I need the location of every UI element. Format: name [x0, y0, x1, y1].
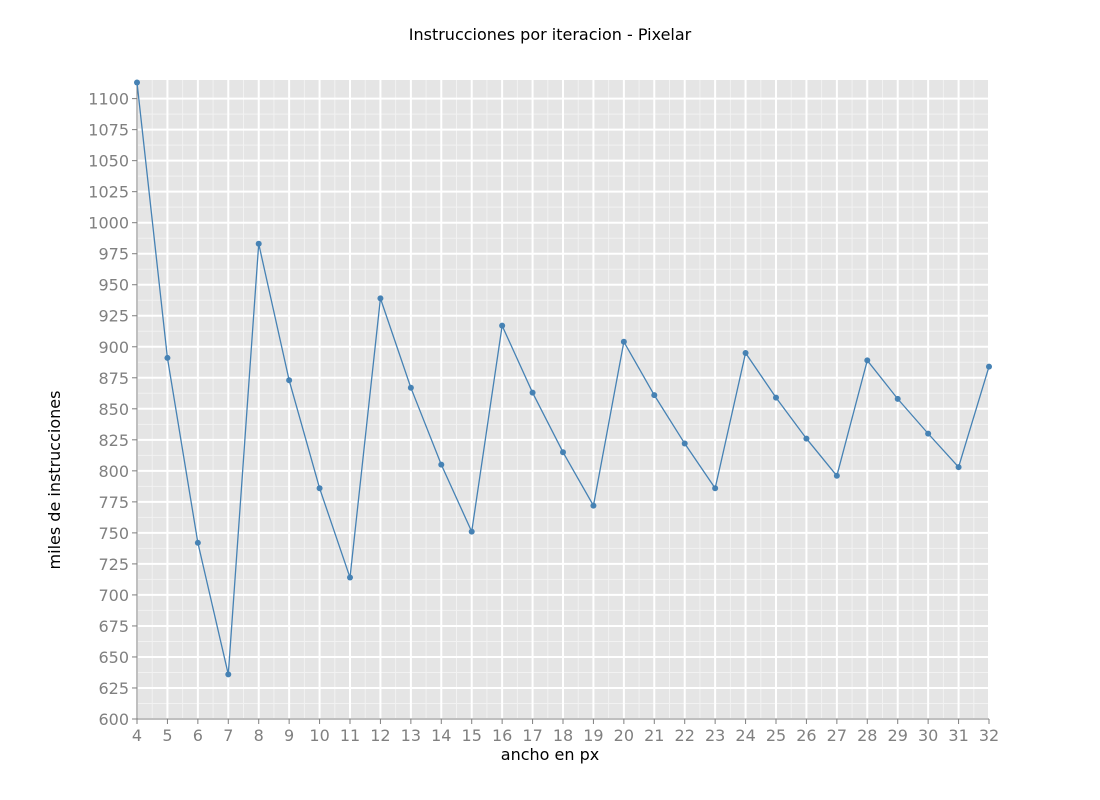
data-point — [286, 377, 293, 384]
y-tick-label: 650 — [98, 648, 129, 667]
x-tick-label: 5 — [162, 726, 172, 745]
y-tick-label: 1100 — [88, 90, 129, 109]
x-tick-label: 10 — [309, 726, 329, 745]
data-point — [712, 485, 719, 492]
y-tick-label: 600 — [98, 710, 129, 729]
y-tick-label: 950 — [98, 276, 129, 295]
chart-title: Instrucciones por iteracion - Pixelar — [409, 25, 692, 44]
x-tick-label: 29 — [888, 726, 908, 745]
data-point — [134, 79, 140, 86]
data-point — [681, 440, 688, 447]
y-tick-label: 875 — [98, 369, 129, 388]
data-point — [620, 338, 627, 345]
x-tick-label: 30 — [918, 726, 938, 745]
x-tick-label: 32 — [979, 726, 999, 745]
data-point — [194, 539, 201, 546]
y-tick-label: 800 — [98, 462, 129, 481]
data-point — [590, 502, 597, 509]
data-point — [316, 485, 323, 492]
y-tick-label: 675 — [98, 617, 129, 636]
y-tick-label: 775 — [98, 493, 129, 512]
y-tick-label: 1000 — [88, 214, 129, 233]
y-tick-label: 975 — [98, 245, 129, 264]
y-tick-label: 850 — [98, 400, 129, 419]
series-layer — [134, 79, 992, 678]
x-tick-label: 19 — [583, 726, 603, 745]
x-tick-label: 9 — [284, 726, 294, 745]
x-axis-label: ancho en px — [501, 745, 599, 764]
x-tick-label: 8 — [254, 726, 264, 745]
data-point — [468, 528, 475, 535]
y-tick-label: 900 — [98, 338, 129, 357]
x-tick-label: 16 — [492, 726, 512, 745]
y-axis-ticks: 600 625 650 675 700 725 750 775 800 825 850 875 900 9… — [88, 90, 137, 729]
y-tick-label: 725 — [98, 555, 129, 574]
y-axis-label: miles de instrucciones — [45, 391, 64, 570]
data-point — [925, 430, 932, 437]
x-tick-label: 7 — [223, 726, 233, 745]
data-point — [955, 464, 962, 471]
x-tick-label: 20 — [614, 726, 634, 745]
x-tick-label: 17 — [522, 726, 542, 745]
x-tick-label: 27 — [827, 726, 847, 745]
y-tick-label: 750 — [98, 524, 129, 543]
data-point — [894, 395, 901, 402]
data-point — [255, 240, 262, 247]
x-tick-label: 13 — [401, 726, 421, 745]
x-tick-label: 15 — [462, 726, 482, 745]
x-tick-label: 18 — [553, 726, 573, 745]
data-point — [986, 363, 992, 370]
data-point — [803, 435, 810, 442]
x-tick-label: 14 — [431, 726, 451, 745]
x-axis-ticks: 4 5 6 7 8 9 10 11 12 13 14 15 16 17 18 19 20 21 22 23 24 25 26… — [132, 719, 999, 745]
y-tick-label: 1025 — [88, 183, 129, 202]
data-point — [833, 472, 840, 479]
data-point — [164, 354, 171, 361]
x-tick-label: 21 — [644, 726, 664, 745]
data-point — [864, 357, 871, 364]
data-point — [407, 384, 414, 391]
x-tick-label: 6 — [193, 726, 203, 745]
x-tick-label: 28 — [857, 726, 877, 745]
data-point — [773, 394, 779, 401]
data-point — [225, 671, 232, 678]
y-tick-label: 700 — [98, 586, 129, 605]
data-point — [438, 461, 445, 468]
data-point — [742, 349, 749, 356]
y-tick-label: 1050 — [88, 152, 129, 171]
data-point — [529, 389, 536, 396]
y-tick-label: 625 — [98, 679, 129, 698]
x-tick-label: 12 — [370, 726, 390, 745]
y-tick-label: 825 — [98, 431, 129, 450]
x-tick-label: 23 — [705, 726, 725, 745]
data-point — [347, 574, 353, 581]
x-tick-label: 31 — [948, 726, 968, 745]
x-tick-label: 25 — [766, 726, 786, 745]
data-point — [651, 392, 658, 399]
data-point — [499, 322, 506, 329]
y-tick-label: 925 — [98, 307, 129, 326]
x-tick-label: 26 — [796, 726, 816, 745]
data-point — [377, 295, 384, 302]
y-tick-label: 1075 — [88, 121, 129, 140]
x-tick-label: 22 — [675, 726, 695, 745]
x-tick-label: 24 — [735, 726, 755, 745]
data-point — [560, 449, 566, 456]
grid-major — [136, 80, 990, 720]
x-tick-label: 11 — [340, 726, 360, 745]
x-tick-label: 4 — [132, 726, 142, 745]
